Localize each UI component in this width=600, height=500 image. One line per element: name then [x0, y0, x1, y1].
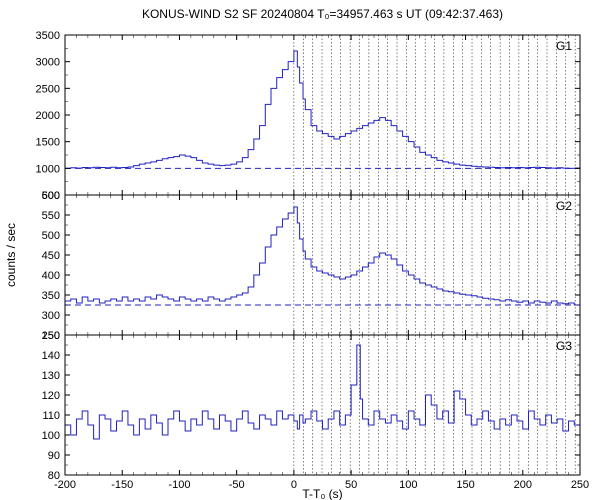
svg-text:140: 140 — [42, 350, 60, 362]
svg-text:600: 600 — [42, 190, 60, 202]
chart-container: KONUS-WIND S2 SF 20240804 T₀=34957.463 s… — [0, 0, 600, 500]
svg-text:-50: -50 — [229, 479, 245, 491]
svg-text:500: 500 — [42, 230, 60, 242]
chart-svg: KONUS-WIND S2 SF 20240804 T₀=34957.463 s… — [0, 0, 600, 500]
svg-text:2000: 2000 — [36, 110, 60, 122]
svg-text:150: 150 — [456, 479, 474, 491]
svg-text:T-T₀ (s): T-T₀ (s) — [302, 487, 342, 500]
svg-text:G1: G1 — [556, 39, 572, 53]
svg-text:1000: 1000 — [36, 163, 60, 175]
svg-text:50: 50 — [345, 479, 357, 491]
svg-text:110: 110 — [42, 410, 60, 422]
svg-text:counts / sec: counts / sec — [4, 223, 18, 287]
svg-text:200: 200 — [514, 479, 532, 491]
svg-text:150: 150 — [42, 330, 60, 342]
svg-text:-150: -150 — [111, 479, 133, 491]
svg-text:3500: 3500 — [36, 30, 60, 42]
svg-text:1500: 1500 — [36, 137, 60, 149]
svg-text:120: 120 — [42, 390, 60, 402]
svg-text:-200: -200 — [54, 479, 76, 491]
svg-text:G2: G2 — [556, 199, 572, 213]
svg-text:300: 300 — [42, 310, 60, 322]
svg-text:100: 100 — [399, 479, 417, 491]
svg-text:3000: 3000 — [36, 57, 60, 69]
svg-text:550: 550 — [42, 210, 60, 222]
svg-text:350: 350 — [42, 290, 60, 302]
svg-text:G3: G3 — [556, 339, 572, 353]
svg-text:100: 100 — [42, 430, 60, 442]
svg-text:90: 90 — [48, 450, 60, 462]
svg-text:400: 400 — [42, 270, 60, 282]
svg-text:-100: -100 — [168, 479, 190, 491]
svg-text:0: 0 — [291, 479, 297, 491]
svg-text:KONUS-WIND S2 SF 20240804 T₀=3: KONUS-WIND S2 SF 20240804 T₀=34957.463 s… — [142, 7, 503, 21]
svg-text:450: 450 — [42, 250, 60, 262]
svg-text:2500: 2500 — [36, 83, 60, 95]
svg-text:130: 130 — [42, 370, 60, 382]
svg-text:250: 250 — [571, 479, 589, 491]
